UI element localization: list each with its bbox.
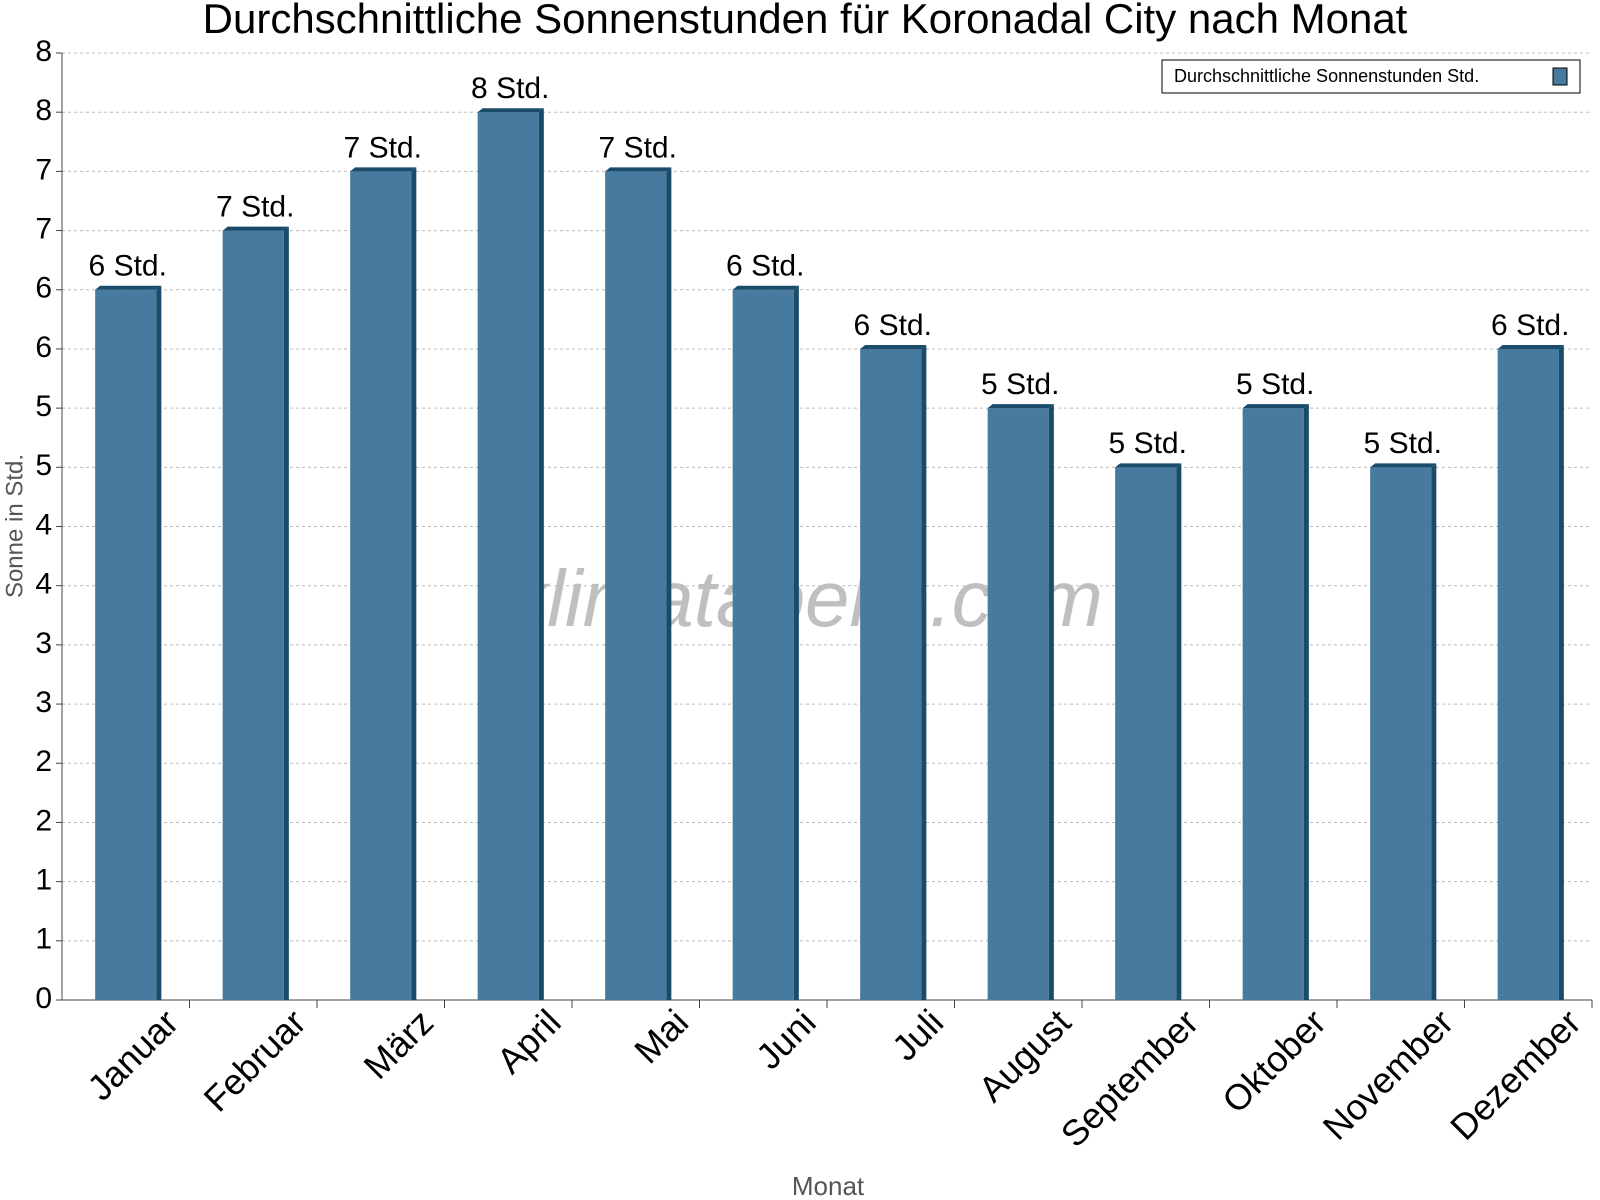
- bar-group: [1497, 344, 1564, 1000]
- bar: [95, 289, 157, 1000]
- bar-side: [921, 344, 927, 1000]
- value-label: 6 Std.: [726, 250, 804, 283]
- value-label: 6 Std.: [1491, 309, 1569, 342]
- legend-swatch: [1552, 67, 1568, 86]
- bar-top: [1242, 404, 1309, 409]
- bar: [732, 289, 794, 1000]
- bar-top: [95, 285, 162, 290]
- y-tick-label: 4: [35, 568, 52, 601]
- bar-side: [666, 167, 672, 1000]
- x-tick-label: Oktober: [1214, 1001, 1334, 1121]
- bar: [222, 230, 284, 1000]
- bar-group: [222, 226, 289, 1000]
- bar: [860, 348, 922, 1000]
- y-tick-label: 6: [35, 272, 52, 305]
- bar-side: [283, 226, 289, 1000]
- bar-side: [793, 285, 799, 1000]
- value-label: 5 Std.: [1236, 368, 1314, 401]
- x-tick-label: Januar: [79, 1001, 186, 1108]
- x-tick-label: Februar: [196, 1001, 314, 1119]
- bar-side: [1303, 404, 1309, 1000]
- y-axis-label: Sonne in Std.: [1, 454, 28, 598]
- value-label: 6 Std.: [854, 309, 932, 342]
- y-tick-label: 5: [35, 390, 52, 423]
- bar-group: [95, 285, 162, 1000]
- x-tick-label: August: [970, 1001, 1078, 1109]
- bar-top: [222, 226, 289, 231]
- bar-group: [477, 108, 544, 1000]
- x-tick-label: März: [356, 1001, 442, 1087]
- bar-top: [1497, 344, 1564, 349]
- x-tick-label: September: [1053, 1001, 1207, 1155]
- value-label: 7 Std.: [344, 131, 422, 164]
- bar-group: [732, 285, 799, 1000]
- bar-group: [1242, 404, 1309, 1000]
- bar-top: [860, 344, 927, 349]
- y-tick-label: 5: [35, 449, 52, 482]
- y-tick-label: 0: [35, 982, 52, 1015]
- x-tick-label: Juli: [884, 1001, 951, 1068]
- bar-top: [605, 167, 672, 172]
- y-tick-label: 3: [35, 686, 52, 719]
- value-label: 5 Std.: [981, 368, 1059, 401]
- legend-label: Durchschnittliche Sonnenstunden Std.: [1174, 66, 1479, 86]
- bar: [1497, 348, 1559, 1000]
- value-label: 7 Std.: [216, 190, 294, 223]
- value-label: 6 Std.: [89, 250, 167, 283]
- value-label: 5 Std.: [1364, 427, 1442, 460]
- y-tick-label: 7: [35, 153, 52, 186]
- bar-group: [987, 404, 1054, 1000]
- value-label: 5 Std.: [1109, 427, 1187, 460]
- bar-top: [477, 108, 544, 113]
- y-tick-label: 8: [35, 35, 52, 68]
- bar-side: [411, 167, 417, 1000]
- bar-group: [860, 344, 927, 1000]
- chart-title: Durchschnittliche Sonnenstunden für Koro…: [203, 0, 1408, 42]
- value-label: 7 Std.: [599, 131, 677, 164]
- bar-top: [1370, 463, 1437, 468]
- bar: [350, 171, 412, 1000]
- bar: [605, 171, 667, 1000]
- y-tick-label: 3: [35, 627, 52, 660]
- bar-group: [350, 167, 417, 1000]
- y-tick-label: 4: [35, 508, 52, 541]
- bar: [1242, 408, 1304, 1000]
- bar: [477, 112, 539, 1000]
- bar-top: [1115, 463, 1182, 468]
- bar: [987, 408, 1049, 1000]
- bar-group: [605, 167, 672, 1000]
- bar: [1370, 467, 1432, 1000]
- bar-side: [1558, 344, 1564, 1000]
- y-tick-label: 8: [35, 94, 52, 127]
- x-tick-label: Dezember: [1442, 1001, 1588, 1147]
- bar-top: [732, 285, 799, 290]
- legend-box: [1161, 59, 1581, 94]
- x-tick-label: November: [1315, 1001, 1461, 1147]
- bar: [1115, 467, 1177, 1000]
- bar-top: [350, 167, 417, 172]
- x-tick-label: April: [489, 1001, 569, 1081]
- y-tick-label: 7: [35, 212, 52, 245]
- bar-group: [1115, 463, 1182, 1000]
- x-tick-label: Juni: [748, 1001, 824, 1077]
- y-tick-label: 1: [35, 864, 52, 897]
- bar-top: [987, 404, 1054, 409]
- x-tick-label: Mai: [626, 1001, 696, 1071]
- y-tick-label: 2: [35, 804, 52, 837]
- y-tick-label: 6: [35, 331, 52, 364]
- y-tick-label: 1: [35, 923, 52, 956]
- bar-group: [1370, 463, 1437, 1000]
- bar-side: [1176, 463, 1182, 1000]
- bar-side: [1431, 463, 1437, 1000]
- bar-side: [1048, 404, 1054, 1000]
- bar-side: [538, 108, 544, 1000]
- value-label: 8 Std.: [471, 72, 549, 105]
- y-tick-label: 2: [35, 745, 52, 778]
- bar-side: [156, 285, 162, 1000]
- x-axis-label: Monat: [792, 1171, 865, 1200]
